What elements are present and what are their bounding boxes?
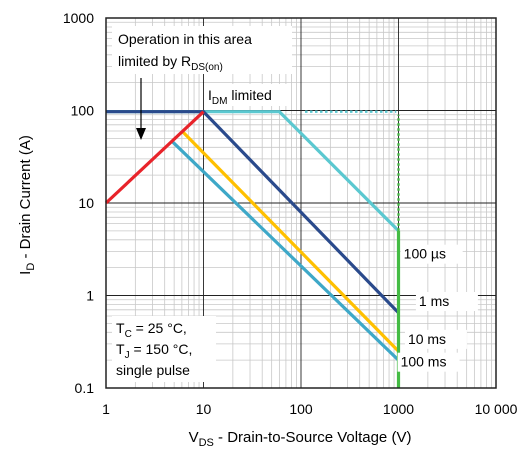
x-tick-label: 1000 bbox=[383, 401, 414, 417]
y-tick-label: 10 bbox=[78, 195, 94, 211]
conditions-bg bbox=[112, 316, 216, 382]
idm-annotation-bg bbox=[204, 84, 290, 106]
x-tick-label: 100 bbox=[289, 401, 313, 417]
x-axis-label: VDS - Drain-to-Source Voltage (V) bbox=[189, 429, 412, 449]
rds-annotation-bg bbox=[112, 26, 292, 74]
idm-limited-label: IDM limited bbox=[208, 87, 272, 107]
curve-labels: 100 µs 1 ms 10 ms 100 ms bbox=[397, 244, 478, 372]
rds-annotation: Operation in this area limited by RDS(on… bbox=[112, 26, 292, 140]
condition-tj: TJ = 150 °C, bbox=[116, 341, 192, 361]
x-tick-label: 1 bbox=[102, 401, 110, 417]
x-tick-label: 10 bbox=[196, 401, 212, 417]
down-arrow-icon bbox=[136, 128, 146, 140]
y-tick-labels: 0.1 1 10 100 1000 bbox=[63, 10, 94, 396]
y-tick-label: 1000 bbox=[63, 10, 94, 26]
series-group bbox=[104, 110, 401, 388]
rds-annotation-line2: limited by RDS(on) bbox=[118, 53, 223, 73]
series-line-3 bbox=[171, 140, 400, 362]
idm-annotation: IDM limited bbox=[204, 84, 290, 107]
curve-label: 1 ms bbox=[419, 293, 449, 309]
curve-label: 100 µs bbox=[404, 246, 446, 262]
rds-annotation-line1: Operation in this area bbox=[118, 31, 252, 47]
curve-label-bg bbox=[404, 329, 467, 349]
curve-label: 10 ms bbox=[408, 331, 446, 347]
plot-frame bbox=[105, 17, 497, 389]
y-tick-label: 100 bbox=[71, 103, 95, 119]
series-line-4 bbox=[104, 110, 205, 205]
y-tick-label: 1 bbox=[86, 288, 94, 304]
condition-pulse: single pulse bbox=[116, 362, 190, 378]
curve-label: 100 ms bbox=[401, 354, 447, 370]
x-tick-label: 10 000 bbox=[475, 401, 518, 417]
curve-label-bg bbox=[415, 291, 478, 311]
curve-label-bg bbox=[397, 352, 460, 372]
x-tick-labels: 1 10 100 1000 10 000 bbox=[102, 401, 518, 417]
curve-label-bg bbox=[400, 244, 463, 264]
series-line-2 bbox=[182, 131, 400, 353]
y-tick-label: 0.1 bbox=[75, 380, 95, 396]
y-axis-label: ID - Drain Current (A) bbox=[17, 135, 37, 275]
conditions-annotation: TC = 25 °C, TJ = 150 °C, single pulse bbox=[112, 316, 216, 382]
condition-tc: TC = 25 °C, bbox=[116, 320, 187, 340]
